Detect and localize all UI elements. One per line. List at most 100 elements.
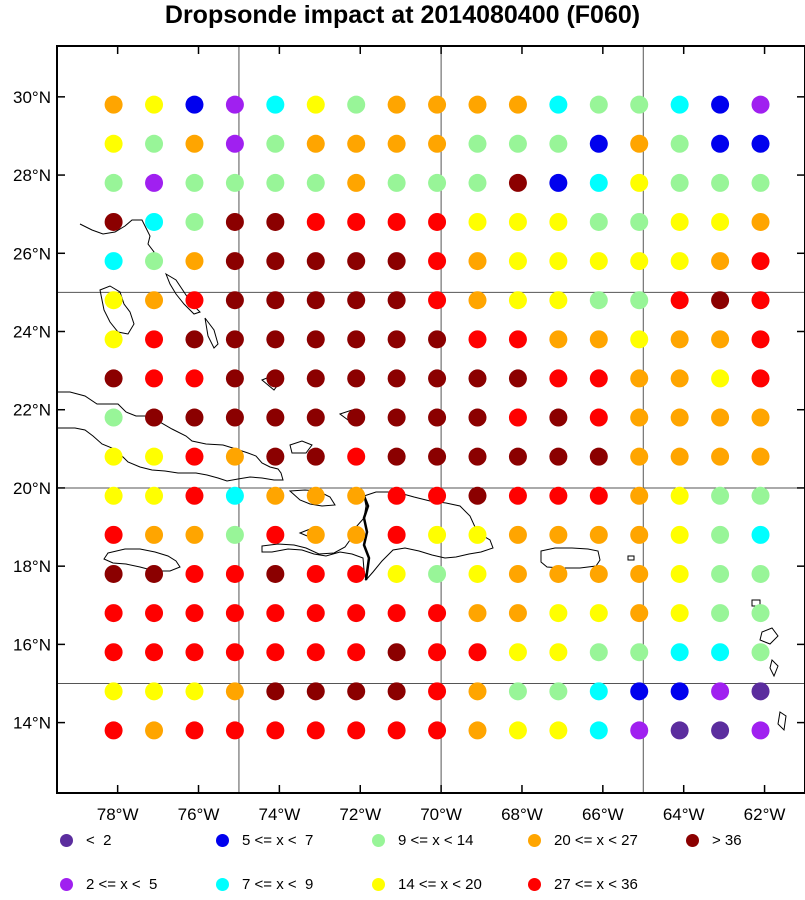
impact-point	[711, 486, 730, 505]
impact-point	[711, 291, 730, 310]
coastline-great-abaco	[79, 219, 155, 257]
impact-point	[225, 721, 244, 740]
impact-point	[711, 721, 730, 740]
impact-point	[589, 291, 608, 310]
impact-points	[104, 95, 770, 740]
impact-point	[589, 721, 608, 740]
impact-point	[266, 604, 285, 623]
lat-tick-label: 16°N	[13, 635, 51, 654]
impact-point	[508, 330, 527, 349]
impact-point	[711, 95, 730, 114]
impact-point	[508, 486, 527, 505]
impact-point	[468, 369, 487, 388]
impact-point	[468, 408, 487, 427]
impact-point	[508, 252, 527, 271]
lon-tick-label: 62°W	[744, 805, 786, 824]
impact-point	[630, 486, 649, 505]
impact-point	[630, 252, 649, 271]
impact-point	[145, 173, 164, 192]
impact-point	[711, 564, 730, 583]
impact-point	[225, 682, 244, 701]
legend-item: 5 <= x < 7	[216, 829, 313, 851]
impact-point	[468, 721, 487, 740]
impact-point	[225, 408, 244, 427]
impact-point	[589, 212, 608, 231]
impact-point	[347, 447, 366, 466]
impact-point	[549, 643, 568, 662]
impact-point	[347, 330, 366, 349]
impact-point	[751, 291, 770, 310]
impact-point	[508, 134, 527, 153]
impact-point	[266, 95, 285, 114]
coastline-andros	[99, 285, 135, 335]
impact-point	[428, 564, 447, 583]
lon-tick-label: 70°W	[420, 805, 462, 824]
impact-point	[751, 95, 770, 114]
impact-point	[468, 682, 487, 701]
impact-point	[104, 95, 123, 114]
impact-point	[751, 252, 770, 271]
impact-point	[670, 330, 689, 349]
legend-swatch	[216, 833, 229, 847]
impact-point	[549, 447, 568, 466]
legend-item: 9 <= x < 14	[372, 829, 473, 851]
impact-point	[468, 252, 487, 271]
impact-point	[347, 682, 366, 701]
impact-point	[387, 173, 406, 192]
impact-point	[549, 564, 568, 583]
impact-point	[589, 408, 608, 427]
legend-swatch	[60, 833, 73, 847]
impact-point	[387, 369, 406, 388]
impact-point	[266, 525, 285, 544]
impact-point	[145, 95, 164, 114]
impact-point	[508, 721, 527, 740]
impact-point	[306, 212, 325, 231]
legend-swatch	[528, 877, 541, 891]
impact-point	[751, 330, 770, 349]
legend-label: < 2	[86, 831, 112, 849]
impact-point	[145, 291, 164, 310]
impact-point	[347, 408, 366, 427]
impact-point	[266, 721, 285, 740]
impact-point	[306, 682, 325, 701]
legend-item: 14 <= x < 20	[372, 873, 482, 895]
impact-point	[428, 291, 447, 310]
lat-tick-label: 30°N	[13, 88, 51, 107]
legend-swatch	[372, 833, 385, 847]
impact-point	[185, 369, 204, 388]
impact-point	[670, 252, 689, 271]
impact-point	[751, 369, 770, 388]
impact-point	[225, 291, 244, 310]
impact-point	[711, 604, 730, 623]
impact-point	[751, 486, 770, 505]
impact-point	[225, 643, 244, 662]
impact-point	[428, 682, 447, 701]
impact-point	[630, 643, 649, 662]
impact-point	[306, 330, 325, 349]
legend-label: 5 <= x < 7	[242, 831, 314, 849]
impact-point	[549, 173, 568, 192]
impact-point	[387, 408, 406, 427]
impact-point	[145, 486, 164, 505]
impact-point	[468, 291, 487, 310]
coastline-guadeloupe	[759, 627, 779, 645]
impact-point	[266, 486, 285, 505]
legend-swatch	[686, 833, 699, 847]
impact-point	[185, 564, 204, 583]
impact-point	[468, 330, 487, 349]
impact-point	[751, 643, 770, 662]
impact-point	[225, 604, 244, 623]
impact-point	[630, 95, 649, 114]
impact-point	[589, 682, 608, 701]
impact-point	[711, 682, 730, 701]
impact-point	[104, 447, 123, 466]
impact-point	[387, 95, 406, 114]
lat-tick-label: 22°N	[13, 401, 51, 420]
impact-point	[670, 564, 689, 583]
impact-point	[751, 604, 770, 623]
impact-point	[428, 486, 447, 505]
impact-point	[387, 252, 406, 271]
legend-item: > 36	[686, 829, 742, 851]
impact-point	[306, 134, 325, 153]
impact-point	[387, 134, 406, 153]
